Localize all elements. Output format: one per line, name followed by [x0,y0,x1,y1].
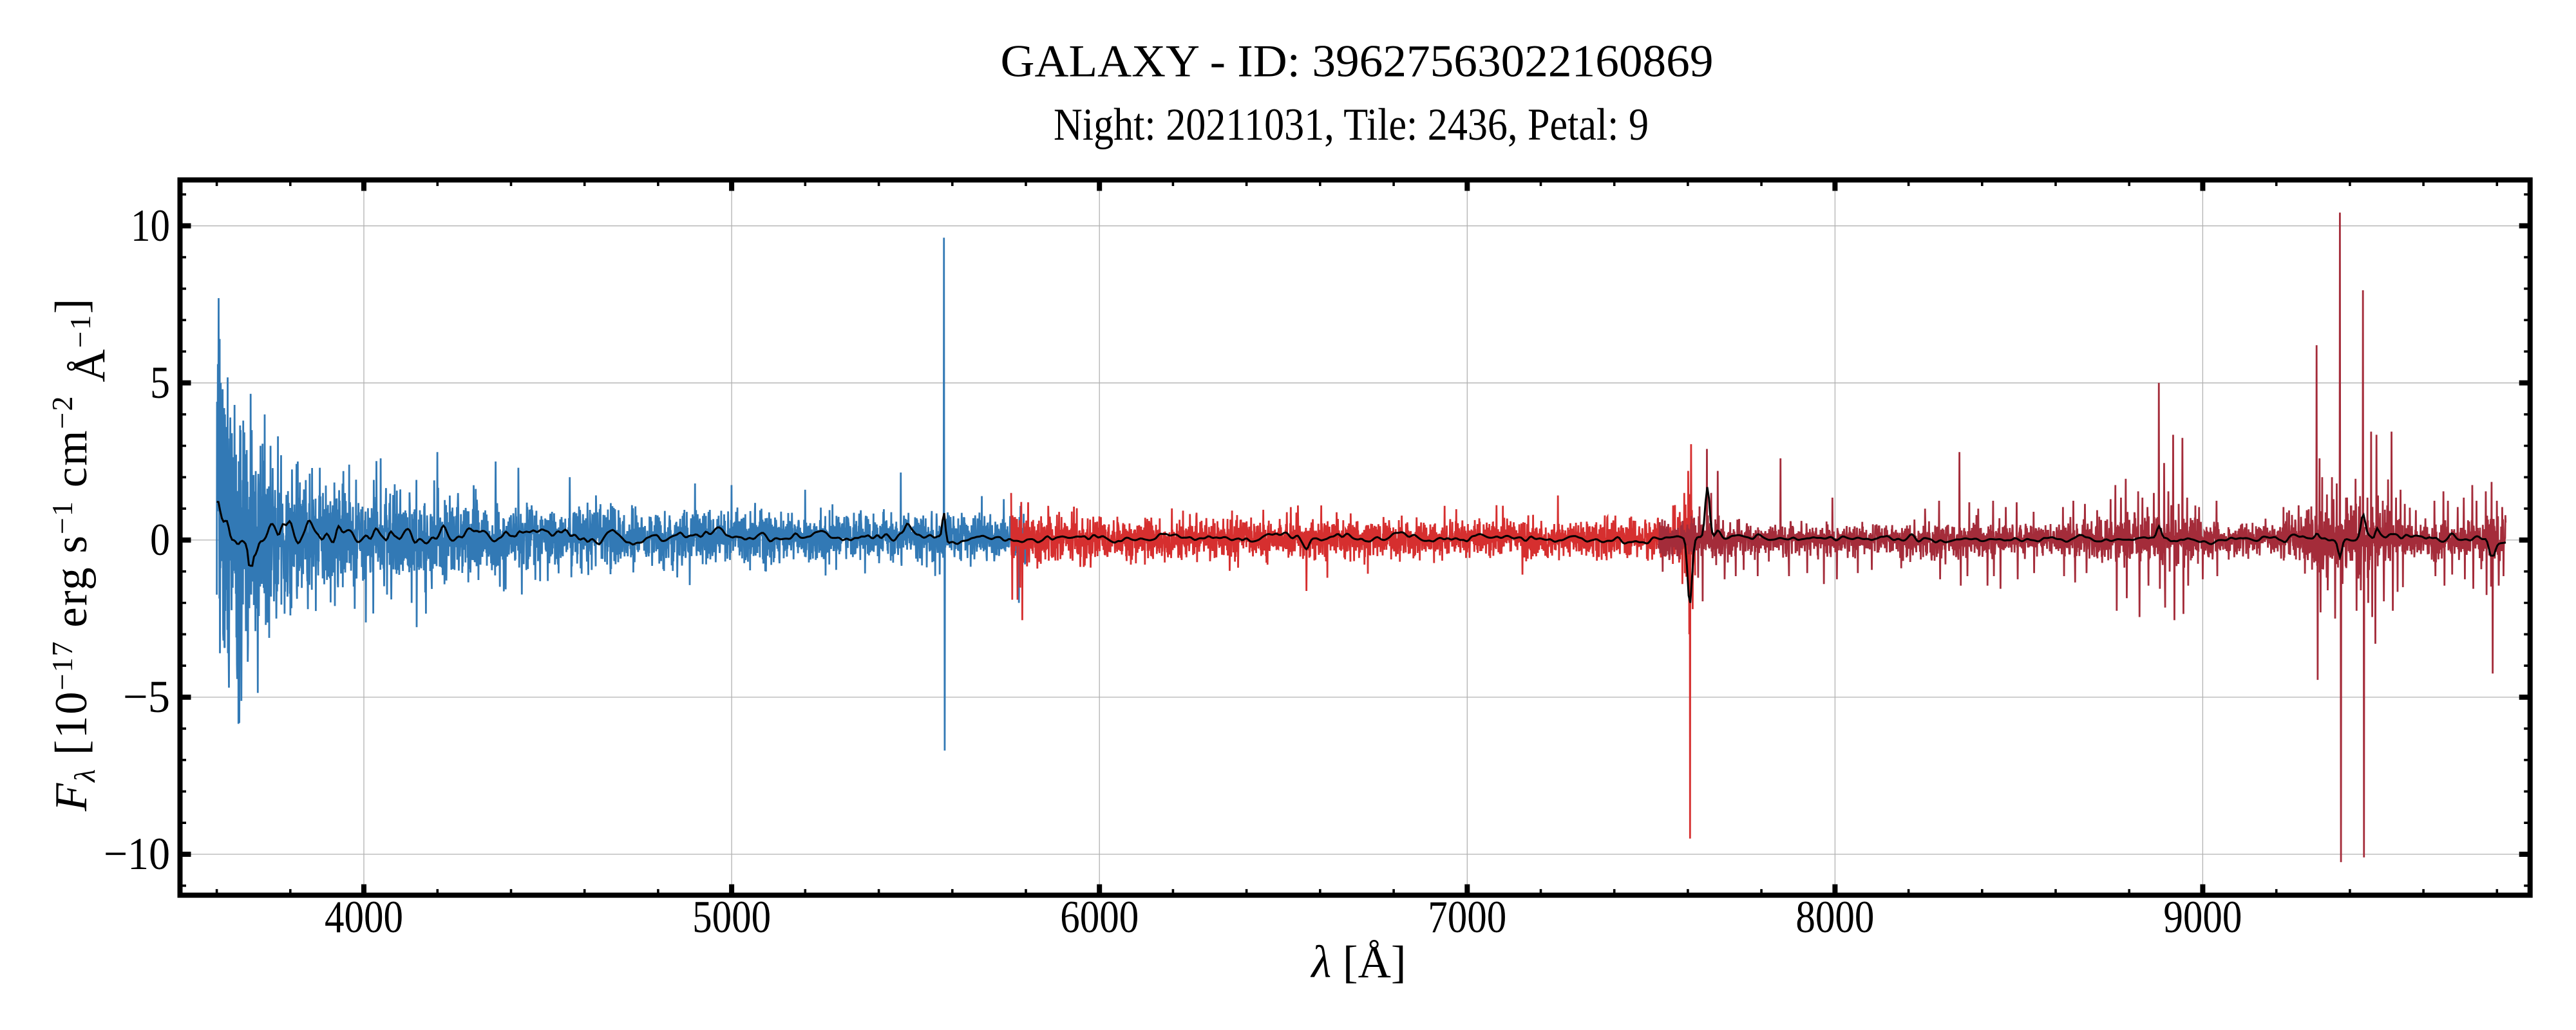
svg-text:λ [Å]: λ [Å] [1310,937,1406,988]
svg-text:10: 10 [131,201,170,251]
svg-text:4000: 4000 [325,892,403,942]
svg-text:5: 5 [150,358,170,408]
svg-text:6000: 6000 [1060,892,1139,942]
svg-text:0: 0 [150,515,170,565]
svg-text:9000: 9000 [2163,892,2242,942]
svg-text:7000: 7000 [1428,892,1506,942]
svg-text:Night: 20211031, Tile: 2436, P: Night: 20211031, Tile: 2436, Petal: 9 [1054,100,1649,150]
svg-text:5000: 5000 [692,892,771,942]
svg-text:8000: 8000 [1795,892,1874,942]
svg-text:Fλ [10−17 erg s−1 cm−2 Å−1]: Fλ [10−17 erg s−1 cm−2 Å−1] [46,297,115,812]
svg-text:−5: −5 [123,672,170,722]
svg-text:GALAXY - ID: 39627563022160869: GALAXY - ID: 39627563022160869 [1001,37,1714,87]
svg-text:−10: −10 [104,829,170,879]
